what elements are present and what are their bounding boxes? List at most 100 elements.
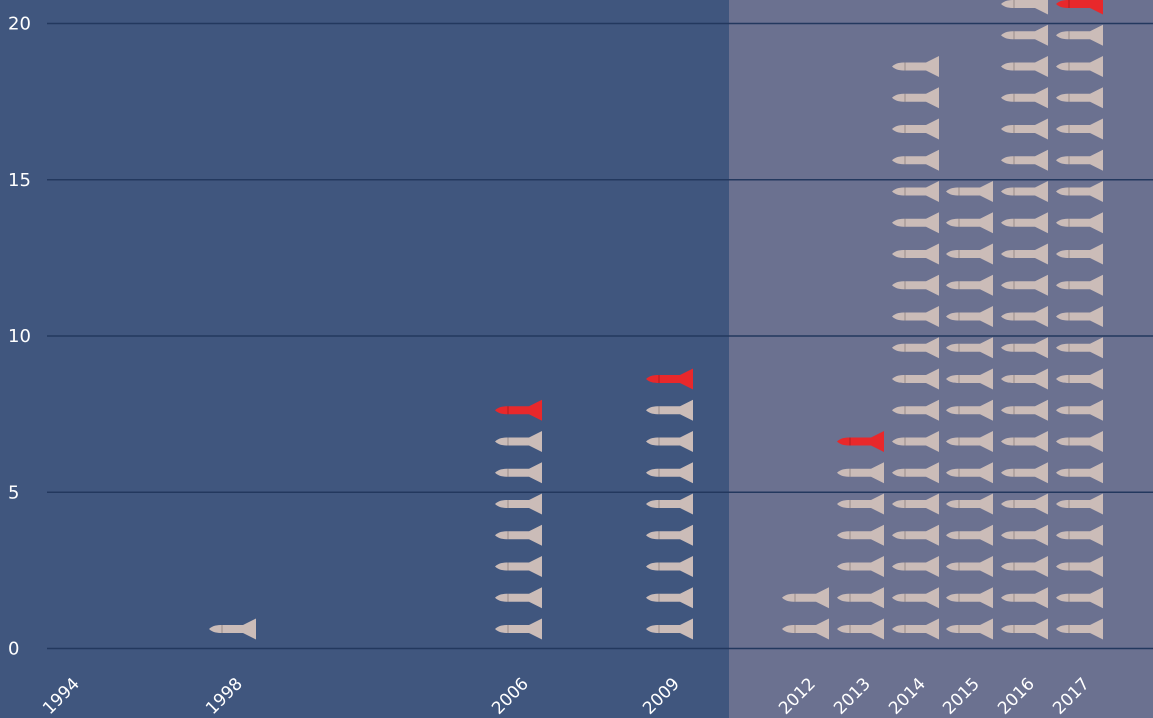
missile-icon: [646, 587, 693, 609]
shaded-period-background: [729, 0, 1153, 718]
grid: [47, 22, 1153, 650]
missile-icon: [1056, 524, 1103, 546]
missile-icon: [837, 462, 884, 484]
missile-icon: [495, 431, 542, 452]
missile-icon: [946, 181, 993, 202]
missile-icon: [495, 587, 542, 609]
missile-icon: [1001, 493, 1048, 515]
missile-icon: [1056, 493, 1103, 515]
missile-icon: [1001, 149, 1048, 171]
missile-icon: [495, 556, 542, 577]
missile-icon: [1001, 181, 1048, 202]
missile-icon: [946, 399, 993, 421]
missile-icon-highlight: [646, 368, 693, 390]
y-tick-label: 15: [8, 170, 31, 191]
missile-icon-highlight: [837, 431, 884, 452]
missile-icon: [946, 274, 993, 296]
missile-icon: [946, 368, 993, 390]
missile-icon: [892, 431, 939, 452]
missile-icon: [892, 181, 939, 202]
missile-icon: [1056, 306, 1103, 327]
missile-icon: [837, 524, 884, 546]
missile-icon: [892, 556, 939, 577]
missile-icon: [1001, 524, 1048, 546]
missile-icon: [946, 618, 993, 640]
missile-icon: [837, 493, 884, 515]
missile-icon: [1056, 274, 1103, 296]
missile-icon-highlight: [495, 399, 542, 421]
missile-icon: [1001, 243, 1048, 265]
missile-icon: [892, 56, 939, 77]
missile-icon: [1001, 87, 1048, 109]
y-tick-label: 0: [8, 639, 19, 660]
missile-icon: [892, 274, 939, 296]
missile-icon: [892, 212, 939, 234]
missile-icon: [495, 618, 542, 640]
missile-icon: [1056, 337, 1103, 359]
missile-icon: [1056, 149, 1103, 171]
missile-icon: [1001, 587, 1048, 609]
missile-icon: [946, 587, 993, 609]
missile-icon: [1001, 306, 1048, 327]
missile-icon: [946, 243, 993, 265]
missile-icon: [1056, 243, 1103, 265]
missile-icon: [1056, 56, 1103, 77]
missile-icon: [892, 524, 939, 546]
missile-icon: [892, 399, 939, 421]
missile-icon: [1001, 618, 1048, 640]
missile-icon: [837, 556, 884, 577]
missile-icon: [1001, 399, 1048, 421]
missile-icon: [892, 368, 939, 390]
missile-icon: [892, 462, 939, 484]
missile-icon: [495, 462, 542, 484]
missile-icon: [946, 431, 993, 452]
missile-icon: [1001, 118, 1048, 140]
missile-icon: [1056, 556, 1103, 577]
missile-icon: [1001, 212, 1048, 234]
missile-icon: [1001, 462, 1048, 484]
missile-icon: [1056, 212, 1103, 234]
missile-icon: [1001, 274, 1048, 296]
y-tick-label: 10: [8, 326, 31, 347]
missile-icon: [946, 212, 993, 234]
missile-icon: [892, 587, 939, 609]
missile-icon: [1001, 368, 1048, 390]
missile-icon: [646, 493, 693, 515]
missile-icon: [892, 618, 939, 640]
missile-icon: [892, 493, 939, 515]
missile-icon: [646, 431, 693, 452]
missile-icon: [1001, 56, 1048, 77]
missile-icon: [782, 618, 829, 640]
missile-icon: [892, 306, 939, 327]
missile-icon: [646, 399, 693, 421]
missile-icon: [782, 587, 829, 609]
missile-icon: [209, 618, 256, 640]
missile-icon: [1056, 431, 1103, 452]
missile-icon: [646, 524, 693, 546]
missile-icon: [946, 556, 993, 577]
missile-icon: [946, 524, 993, 546]
missile-icon: [892, 149, 939, 171]
missile-icon: [1056, 87, 1103, 109]
missile-icon: [495, 493, 542, 515]
missile-icon: [646, 556, 693, 577]
missile-icon: [495, 524, 542, 546]
missile-icon: [1056, 462, 1103, 484]
missile-marks: [209, 0, 1103, 640]
missile-icon: [837, 618, 884, 640]
missile-icon: [892, 337, 939, 359]
missile-icon: [1056, 399, 1103, 421]
missile-icon: [1001, 556, 1048, 577]
missile-icon: [1001, 337, 1048, 359]
missile-icon: [1001, 431, 1048, 452]
missile-icon: [946, 493, 993, 515]
y-axis-tick-labels: 0 5 10 15 20: [8, 14, 31, 660]
missile-icon: [837, 587, 884, 609]
y-tick-label: 20: [8, 14, 31, 35]
missile-icon-highlight: [1056, 0, 1103, 15]
missile-icon: [892, 118, 939, 140]
missile-icon: [946, 306, 993, 327]
missile-icon: [1056, 618, 1103, 640]
